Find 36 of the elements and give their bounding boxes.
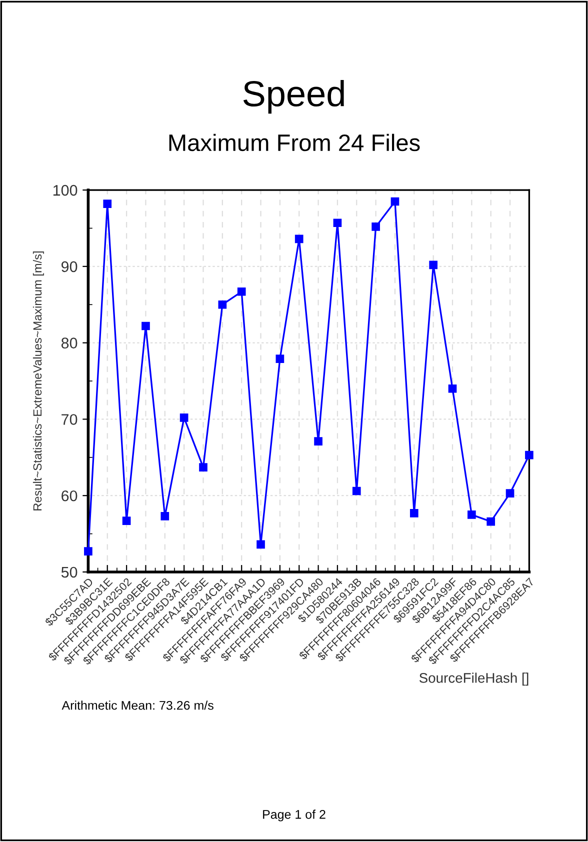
point: [372, 222, 380, 231]
point: [429, 260, 438, 270]
point: [237, 287, 246, 296]
point: [199, 463, 208, 472]
point: [352, 486, 361, 496]
y-tick-label: 60: [62, 490, 78, 502]
point: [410, 508, 418, 518]
point: [256, 540, 265, 549]
y-axis-title: Result~Statistics~ExtremeValues~Maximum [m/s]: [32, 252, 44, 510]
chart-subtitle: Maximum From 24 Files: [169, 134, 420, 152]
y-tick-label: 50: [61, 566, 78, 578]
point: [180, 414, 188, 422]
y-tick-label: 70: [62, 414, 78, 425]
point: [333, 218, 342, 228]
y-tick-label: 80: [61, 338, 78, 348]
x-axis-title: SourceFileHash []: [419, 672, 528, 686]
point: [525, 450, 534, 460]
point: [448, 384, 457, 393]
point: [122, 516, 131, 525]
point: [314, 437, 322, 446]
y-tick-label: 100: [53, 184, 78, 196]
point: [218, 300, 227, 309]
chart-title: Speed: [243, 80, 344, 114]
point: [468, 510, 476, 519]
text: Arithmetic Mean: 73.26 m/s: [62, 700, 214, 710]
point: [506, 489, 514, 498]
point: [294, 234, 304, 244]
point: [103, 200, 112, 208]
y-tick-label: 90: [62, 261, 78, 272]
text: Page 1 of 2: [263, 810, 326, 822]
point: [276, 354, 284, 364]
point: [142, 322, 150, 330]
point: [84, 547, 92, 556]
point: [390, 197, 400, 206]
point: [486, 517, 496, 526]
point: [160, 512, 170, 520]
